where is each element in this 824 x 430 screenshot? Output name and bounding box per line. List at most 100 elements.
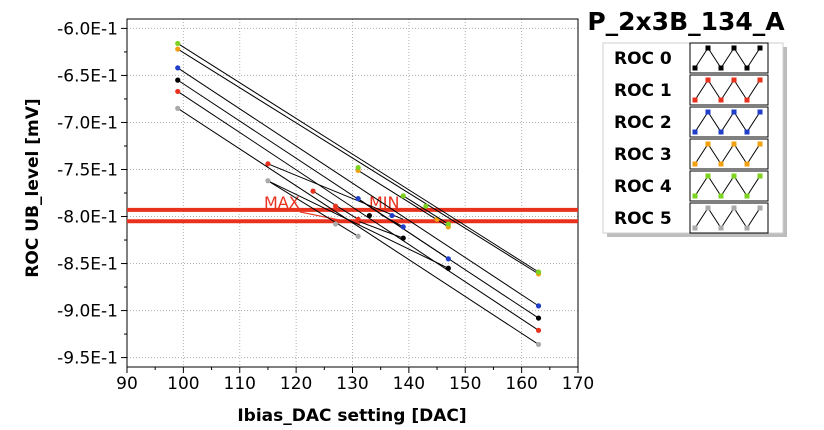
y-axis-title: ROC UB_level [mV] <box>23 98 43 277</box>
legend-swatch-line <box>694 143 761 165</box>
data-point <box>332 221 339 227</box>
legend-swatch-marker <box>718 129 724 135</box>
legend-swatch-marker <box>731 205 737 211</box>
data-point <box>175 40 181 47</box>
data-point <box>445 221 451 227</box>
legend-swatch-marker <box>744 129 750 135</box>
y-tick-label: -9.5E-1 <box>57 349 118 369</box>
data-point <box>400 193 406 199</box>
legend-swatch <box>689 138 769 170</box>
legend-swatch-marker <box>705 173 711 179</box>
y-tick-label: -6.5E-1 <box>57 66 118 86</box>
legend-swatch-marker <box>744 225 750 231</box>
series-line <box>177 67 539 307</box>
legend-swatch-marker <box>731 173 737 179</box>
data-point <box>355 196 361 202</box>
series-roc-5 <box>175 105 542 348</box>
legend-label: ROC 4 <box>614 177 672 197</box>
legend-swatch-marker <box>731 45 737 51</box>
legend-swatch-marker <box>705 45 711 51</box>
series-roc-2 <box>175 65 542 309</box>
legend-label: ROC 2 <box>614 113 672 133</box>
legend-swatch-line <box>694 79 761 101</box>
series-line <box>402 195 449 225</box>
legend-swatch-marker <box>718 65 724 71</box>
legend-swatch-marker <box>692 129 698 135</box>
legend-swatch <box>689 42 769 74</box>
series-line <box>177 48 539 275</box>
data-point <box>389 212 395 219</box>
legend-entry-roc-5: ROC 5 <box>614 202 769 234</box>
data-point <box>366 212 373 219</box>
data-point <box>423 203 429 209</box>
legend: ROC 0 ROC 1 ROC 2 ROC 3 ROC 4 ROC 5 <box>602 42 787 237</box>
legend-swatch-marker <box>757 141 763 147</box>
legend-swatch-marker <box>744 193 750 199</box>
legend-swatch-marker <box>731 77 737 83</box>
y-tick-label: -8.0E-1 <box>57 208 118 228</box>
threshold-arrow <box>299 211 361 225</box>
legend-swatch <box>689 170 769 202</box>
data-point <box>332 203 339 209</box>
legend-entry-roc-0: ROC 0 <box>614 42 769 74</box>
y-tick-label: -7.5E-1 <box>57 160 118 180</box>
legend-swatch-marker <box>705 141 711 147</box>
legend-swatch-marker <box>718 161 724 167</box>
legend-swatch-marker <box>705 77 711 83</box>
legend-label: ROC 0 <box>614 49 672 69</box>
series-line <box>177 91 539 331</box>
legend-swatch-marker <box>692 161 698 167</box>
series-roc-4 <box>175 40 542 275</box>
data-point <box>175 105 181 111</box>
chart-title: P_2x3B_134_A <box>587 7 785 36</box>
x-tick-label: 170 <box>562 374 594 394</box>
series <box>175 40 542 348</box>
legend-entry-roc-2: ROC 2 <box>614 106 769 138</box>
data-point <box>535 327 542 333</box>
legend-swatch-marker <box>757 205 763 211</box>
legend-swatch-marker <box>705 109 711 115</box>
data-point <box>175 46 181 52</box>
x-axis-title: Ibias_DAC setting [DAC] <box>237 406 466 426</box>
legend-swatch <box>689 106 769 138</box>
threshold-label-min: MIN <box>369 193 400 212</box>
data-point <box>445 256 451 262</box>
legend-label: ROC 1 <box>614 81 672 101</box>
x-tick-label: 100 <box>167 374 199 394</box>
series-line <box>267 180 359 237</box>
data-point <box>175 88 181 95</box>
x-tick-label: 160 <box>505 374 537 394</box>
series-roc-1 <box>175 88 542 333</box>
grid <box>126 19 579 367</box>
series-line <box>267 163 404 220</box>
data-point <box>265 161 271 167</box>
legend-label: ROC 3 <box>614 145 672 165</box>
legend-swatch-marker <box>692 193 698 199</box>
series-line <box>267 180 449 269</box>
legend-swatch-marker <box>731 109 737 115</box>
series-line <box>357 170 449 228</box>
legend-swatch-line <box>694 111 761 133</box>
data-point <box>175 65 181 71</box>
legend-entry-roc-3: ROC 3 <box>614 138 769 170</box>
threshold-label-max: MAX <box>264 193 300 212</box>
legend-swatch-marker <box>744 161 750 167</box>
x-tick-label: 90 <box>116 374 138 394</box>
data-point <box>265 178 271 184</box>
data-point <box>355 165 361 171</box>
legend-swatch-marker <box>757 173 763 179</box>
y-tick-label: -8.5E-1 <box>57 255 118 275</box>
x-tick-label: 110 <box>224 374 256 394</box>
data-point <box>400 224 406 230</box>
x-tick-label: 130 <box>336 374 368 394</box>
data-point <box>535 303 542 309</box>
data-point <box>535 315 542 321</box>
data-point <box>310 188 316 194</box>
legend-swatch-marker <box>744 97 750 103</box>
threshold-lines: MAX MIN <box>127 193 578 225</box>
series-line <box>380 214 404 228</box>
legend-swatch-marker <box>718 225 724 231</box>
legend-swatch-marker <box>757 77 763 83</box>
legend-swatch-marker <box>731 141 737 147</box>
